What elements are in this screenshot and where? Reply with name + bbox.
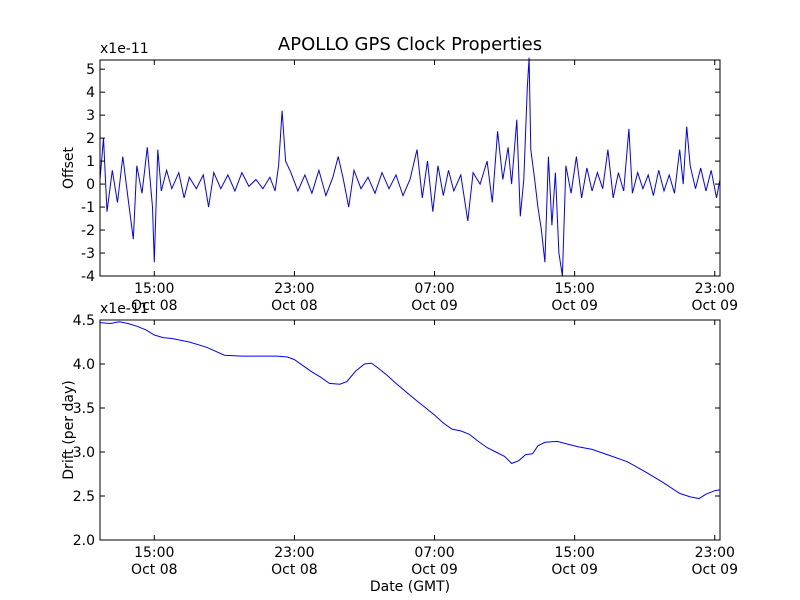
- drift-x-tick-date: Oct 09: [411, 562, 457, 578]
- drift-x-tick-date: Oct 08: [271, 562, 317, 578]
- drift-y-tick-label: 2.0: [73, 533, 95, 549]
- offset-y-tick-label: 3: [86, 108, 95, 124]
- offset-x-tick-date: Oct 08: [271, 298, 317, 314]
- offset-y-tick-label: -1: [81, 200, 95, 216]
- drift-x-tick-time: 07:00: [414, 545, 454, 561]
- offset-x-tick-date: Oct 09: [692, 298, 738, 314]
- drift-scale-label: x1e-11: [100, 301, 149, 317]
- drift-x-tick-time: 23:00: [695, 545, 735, 561]
- offset-y-tick-label: 2: [86, 131, 95, 147]
- drift-x-tick-date: Oct 09: [692, 562, 738, 578]
- offset-x-tick-time: 15:00: [554, 281, 594, 297]
- drift-y-axis-label: Drift (per day): [61, 380, 77, 479]
- drift-y-tick-label: 3.0: [73, 445, 95, 461]
- drift-axes-frame: [99, 319, 721, 541]
- drift-y-tick-label: 2.5: [73, 489, 95, 505]
- offset-x-tick-time: 15:00: [134, 281, 174, 297]
- x-axis-label: Date (GMT): [370, 579, 450, 595]
- offset-y-tick-label: -3: [81, 246, 95, 262]
- offset-x-tick-date: Oct 08: [131, 298, 177, 314]
- offset-y-tick-label: -4: [81, 269, 95, 285]
- drift-series-line: [99, 321, 721, 500]
- offset-axes-frame: [99, 59, 721, 277]
- drift-y-tick-label: 4.0: [73, 357, 95, 373]
- offset-y-tick-label: -2: [81, 223, 95, 239]
- offset-x-tick-date: Oct 09: [411, 298, 457, 314]
- drift-x-tick-time: 15:00: [554, 545, 594, 561]
- offset-y-tick-label: 1: [86, 154, 95, 170]
- offset-x-tick-time: 23:00: [274, 281, 314, 297]
- drift-x-tick-date: Oct 09: [551, 562, 597, 578]
- drift-x-tick-time: 23:00: [274, 545, 314, 561]
- offset-y-tick-label: 0: [86, 177, 95, 193]
- figure-title: APOLLO GPS Clock Properties: [278, 34, 542, 55]
- offset-y-tick-label: 5: [86, 62, 95, 78]
- drift-y-tick-label: 3.5: [73, 401, 95, 417]
- offset-y-tick-label: 4: [86, 85, 95, 101]
- drift-y-tick-label: 4.5: [73, 313, 95, 329]
- offset-x-tick-time: 07:00: [414, 281, 454, 297]
- drift-x-tick-date: Oct 08: [131, 562, 177, 578]
- offset-y-axis-label: Offset: [61, 146, 77, 189]
- offset-x-tick-date: Oct 09: [551, 298, 597, 314]
- offset-series-line: [99, 57, 721, 277]
- offset-scale-label: x1e-11: [100, 41, 149, 57]
- offset-x-tick-time: 23:00: [695, 281, 735, 297]
- drift-x-tick-time: 15:00: [134, 545, 174, 561]
